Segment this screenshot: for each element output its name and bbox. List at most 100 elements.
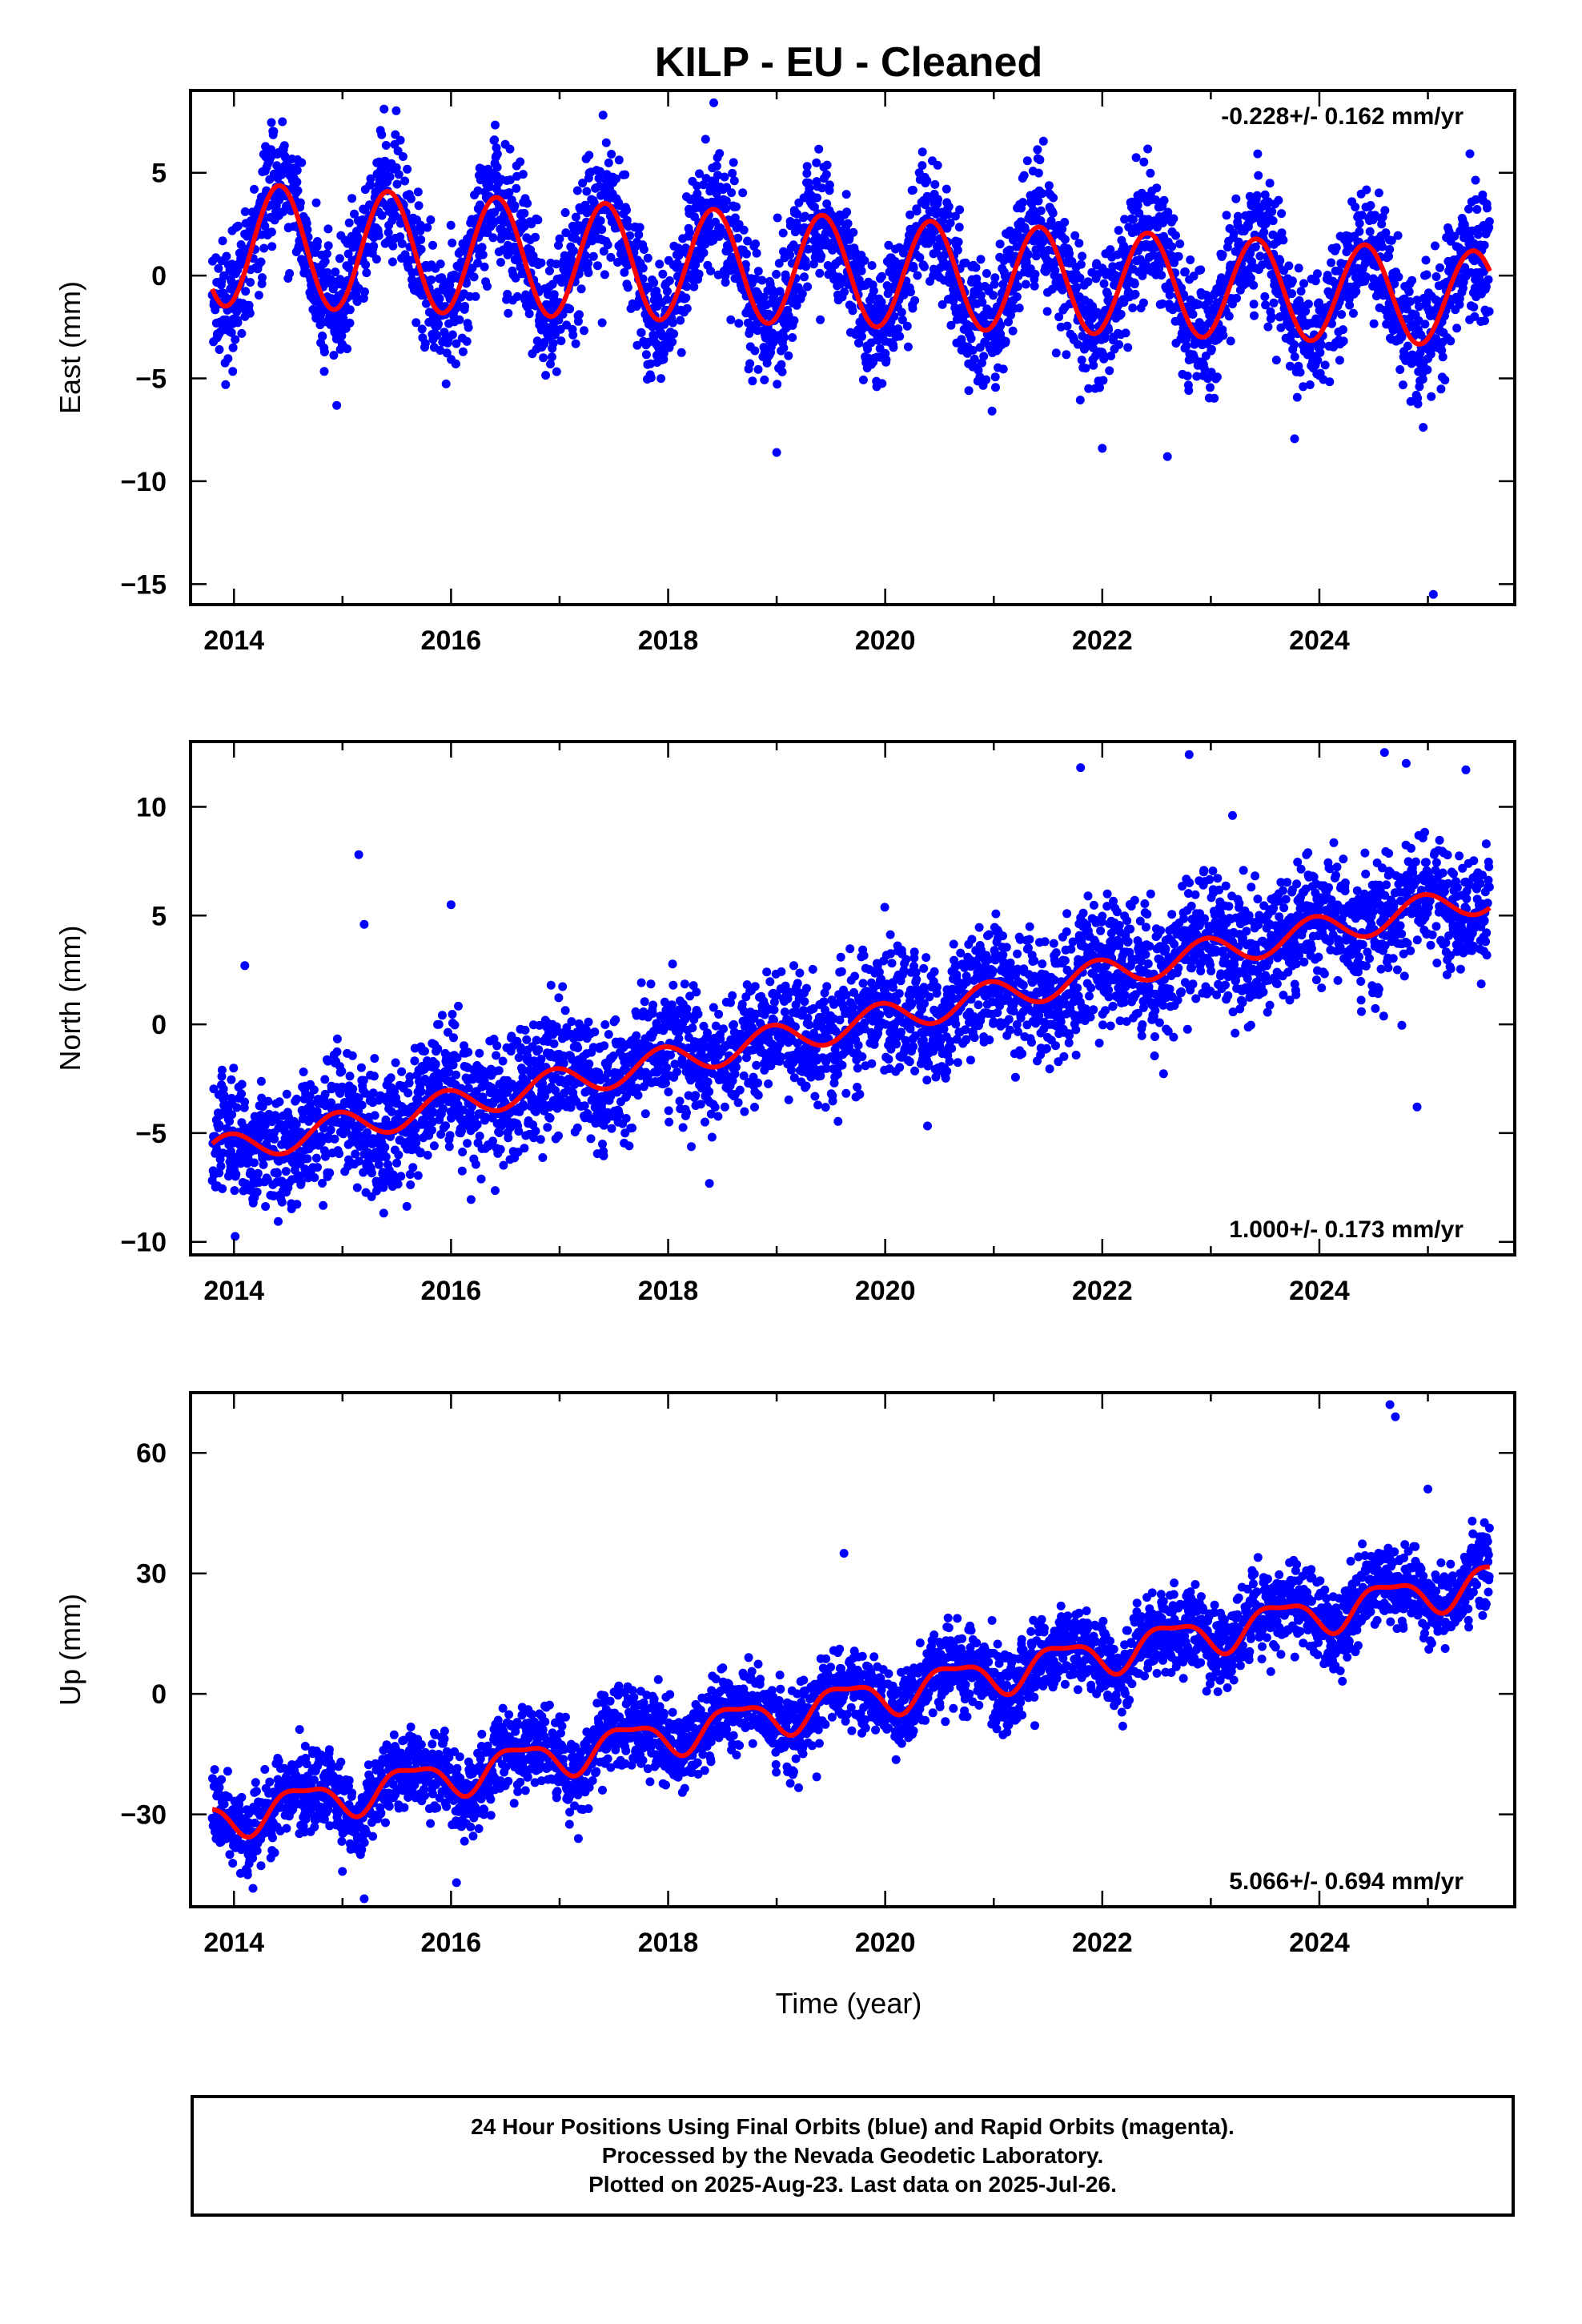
north-point bbox=[380, 1143, 390, 1152]
north-point bbox=[316, 1137, 326, 1147]
north-point bbox=[227, 1110, 237, 1120]
east-point bbox=[366, 174, 375, 183]
east-point bbox=[473, 186, 483, 195]
east-point bbox=[240, 207, 250, 216]
east-point bbox=[1212, 372, 1222, 382]
east-point bbox=[544, 266, 554, 275]
east-point bbox=[1366, 201, 1375, 210]
east-point bbox=[909, 263, 918, 273]
east-point bbox=[922, 176, 932, 186]
east-point bbox=[532, 336, 542, 346]
east-point bbox=[379, 104, 389, 114]
north-point bbox=[492, 1041, 502, 1051]
east-point bbox=[1279, 235, 1288, 245]
east-point bbox=[681, 293, 691, 303]
north-point bbox=[217, 1065, 227, 1075]
east-point bbox=[448, 330, 457, 340]
east-point bbox=[943, 210, 953, 219]
east-point bbox=[245, 308, 255, 318]
east-point bbox=[211, 305, 220, 315]
east-point bbox=[345, 305, 355, 315]
east-point bbox=[1006, 311, 1015, 320]
north-point bbox=[332, 1047, 342, 1056]
north-point bbox=[356, 1063, 366, 1072]
east-point bbox=[237, 328, 247, 338]
east-point bbox=[478, 250, 488, 259]
east-point bbox=[1260, 292, 1270, 301]
east-point bbox=[352, 297, 362, 307]
east-point bbox=[344, 263, 353, 272]
east-point bbox=[1128, 215, 1138, 224]
east-point bbox=[344, 218, 354, 227]
east-point bbox=[1246, 273, 1255, 283]
east-point bbox=[1452, 324, 1462, 333]
east-point bbox=[1031, 251, 1041, 261]
east-point bbox=[1019, 171, 1029, 180]
east-outlier-point bbox=[490, 135, 500, 145]
north-point bbox=[230, 1186, 239, 1196]
east-point bbox=[414, 201, 424, 211]
east-point bbox=[391, 163, 401, 172]
east-point bbox=[991, 383, 1000, 392]
north-point bbox=[405, 1170, 415, 1179]
north-point bbox=[464, 1047, 473, 1057]
east-point bbox=[979, 352, 989, 361]
north-point bbox=[260, 1120, 270, 1130]
north-point bbox=[554, 1131, 563, 1140]
north-point bbox=[311, 1153, 321, 1163]
east-point bbox=[1095, 383, 1104, 392]
east-point bbox=[899, 248, 908, 258]
east-point bbox=[1316, 340, 1326, 350]
east-point bbox=[877, 379, 887, 388]
east-point bbox=[436, 346, 445, 355]
east-point bbox=[345, 318, 355, 328]
east-point bbox=[1012, 292, 1022, 302]
east-point bbox=[267, 242, 277, 251]
east-point bbox=[1465, 149, 1475, 159]
north-point bbox=[338, 1084, 347, 1094]
north-point bbox=[379, 1208, 388, 1218]
east-point bbox=[303, 225, 312, 235]
north-point bbox=[520, 1025, 530, 1035]
east-point bbox=[1029, 206, 1038, 215]
east-point bbox=[231, 335, 240, 344]
east-point bbox=[971, 263, 981, 272]
east-point bbox=[556, 336, 566, 346]
east-point bbox=[601, 138, 611, 147]
east-point bbox=[1144, 222, 1154, 231]
east-point bbox=[565, 304, 575, 314]
east-point bbox=[1081, 364, 1090, 373]
north-point bbox=[325, 1168, 335, 1178]
east-point bbox=[267, 227, 276, 237]
east-point bbox=[215, 345, 224, 354]
east-point bbox=[1405, 297, 1415, 307]
east-point bbox=[788, 333, 797, 342]
north-points bbox=[207, 748, 1494, 1241]
east-point bbox=[477, 243, 487, 252]
east-point bbox=[658, 269, 668, 279]
east-point bbox=[877, 297, 886, 307]
east-point bbox=[908, 304, 917, 313]
east-point bbox=[639, 245, 648, 254]
east-point bbox=[302, 219, 311, 228]
east-point bbox=[1034, 196, 1043, 206]
east-point bbox=[1114, 340, 1124, 349]
east-point bbox=[964, 386, 974, 396]
east-point bbox=[1060, 235, 1070, 244]
east-point bbox=[802, 169, 812, 178]
east-point bbox=[460, 302, 470, 311]
east-point bbox=[641, 350, 651, 360]
east-point bbox=[1018, 198, 1028, 207]
east-point bbox=[428, 240, 437, 250]
east-point bbox=[1072, 283, 1082, 292]
east-point bbox=[548, 339, 558, 348]
north-point bbox=[330, 1134, 339, 1144]
east-point bbox=[279, 141, 289, 151]
east-point bbox=[1440, 376, 1450, 385]
east-point bbox=[561, 228, 571, 238]
north-point bbox=[452, 1053, 462, 1063]
east-point bbox=[441, 379, 451, 388]
east-y-tick-label: −15 bbox=[120, 569, 167, 600]
north-point bbox=[543, 1123, 552, 1132]
north-point bbox=[445, 1131, 455, 1140]
